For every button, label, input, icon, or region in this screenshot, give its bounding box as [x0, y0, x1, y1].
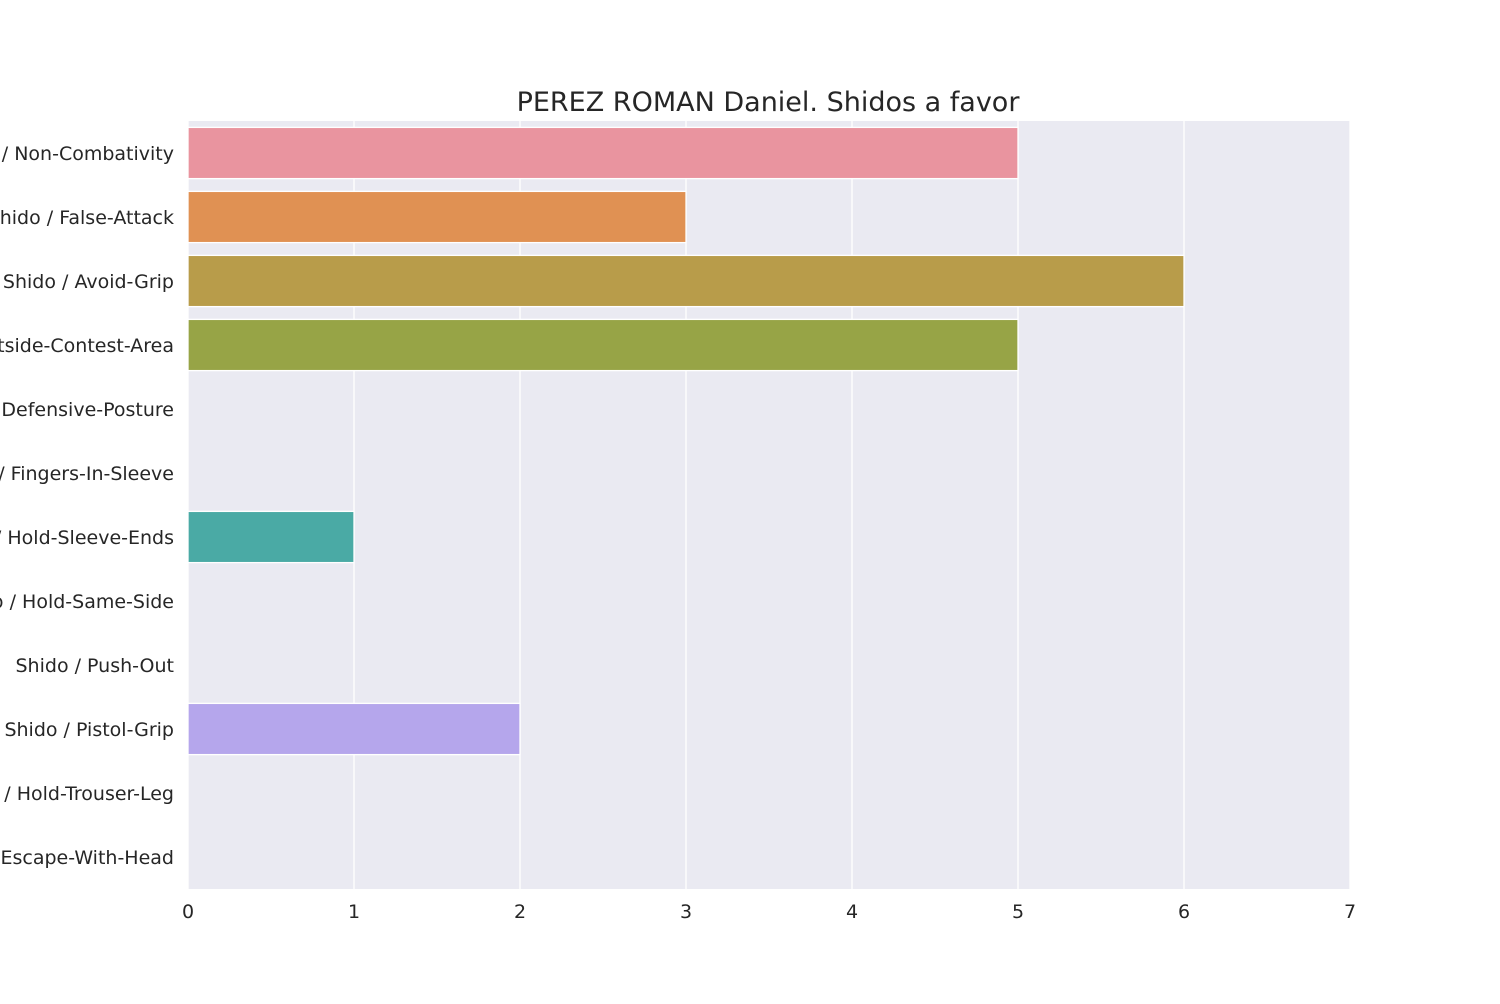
y-category-label: Shido / Pistol-Grip — [4, 719, 174, 741]
y-category-label: Shido / Hold-Same-Side — [0, 591, 174, 613]
y-category-label: Shido / Hold-Sleeve-Ends — [0, 527, 174, 549]
bar — [187, 510, 355, 564]
x-tick-label: 4 — [846, 901, 858, 923]
bar — [187, 318, 1019, 372]
x-axis-ticks: 0 1 2 3 4 5 6 7 — [182, 901, 1356, 923]
x-tick-label: 0 — [182, 901, 194, 923]
y-category-label: Shido / Escape-With-Head — [0, 847, 174, 869]
plot-background — [188, 121, 1350, 889]
y-category-label: Shido / Defensive-Posture — [0, 399, 174, 421]
x-tick-label: 6 — [1178, 901, 1190, 923]
y-category-label: Shido / Avoid-Grip — [3, 271, 174, 293]
bars — [187, 126, 1185, 756]
y-category-label: Shido / Push-Out — [16, 655, 175, 677]
y-category-label: Shido / Non-Combativity — [0, 143, 174, 165]
x-tick-label: 3 — [680, 901, 692, 923]
x-tick-label: 2 — [514, 901, 526, 923]
bar — [187, 254, 1185, 308]
y-category-label: Shido / False-Attack — [0, 207, 174, 229]
y-category-label: Shido / Outside-Contest-Area — [0, 335, 174, 357]
y-category-label: Shido / Hold-Trouser-Leg — [0, 783, 174, 805]
y-axis-labels: Shido / Non-Combativity Shido / False-Att… — [0, 143, 174, 869]
y-category-label: Shido / Fingers-In-Sleeve — [0, 463, 174, 485]
x-tick-label: 5 — [1012, 901, 1024, 923]
bar — [187, 190, 687, 244]
x-tick-label: 1 — [348, 901, 360, 923]
gridlines — [187, 121, 1351, 889]
bar — [187, 702, 521, 756]
bar — [187, 126, 1019, 180]
x-tick-label: 7 — [1344, 901, 1356, 923]
chart-title: PEREZ ROMAN Daniel. Shidos a favor — [517, 87, 1021, 118]
